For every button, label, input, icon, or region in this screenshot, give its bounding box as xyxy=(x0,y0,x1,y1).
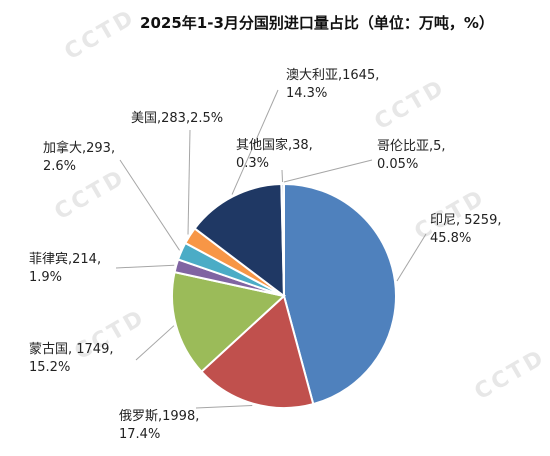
slice-label-8-line2: 0.05% xyxy=(377,157,418,172)
slice-label-2-line1: 蒙古国, 1749, xyxy=(29,342,113,357)
leader-line-2 xyxy=(135,325,175,361)
pie-slice-0 xyxy=(283,182,397,406)
slice-label-1-line2: 17.4% xyxy=(119,427,160,442)
slice-label-3-line2: 1.9% xyxy=(29,270,62,285)
slice-label-1-line1: 俄罗斯,1998, xyxy=(119,409,199,424)
slice-label-7-line2: 0.3% xyxy=(236,156,269,171)
slice-label-6-line1: 澳大利亚,1645, xyxy=(286,67,379,83)
watermark-text: CCTD xyxy=(61,5,141,65)
chart-title: 2025年1-3月分国别进口量占比（单位：万吨，%） xyxy=(140,14,494,32)
leader-line-7 xyxy=(281,169,284,183)
leader-line-5 xyxy=(187,129,191,235)
leader-line-3 xyxy=(115,264,175,269)
leader-lines xyxy=(115,89,427,409)
pie-slices xyxy=(171,182,397,409)
watermark-text: CCTD xyxy=(371,75,451,135)
slice-label-2-line2: 15.2% xyxy=(29,360,70,375)
leader-line-4 xyxy=(119,159,180,251)
slice-label-4-line2: 2.6% xyxy=(43,159,76,174)
pie-slice-2 xyxy=(171,270,287,374)
slice-label-0-line1: 印尼, 5259, xyxy=(430,213,501,228)
pie-slice-6 xyxy=(193,183,286,299)
slice-label-6-line2: 14.3% xyxy=(286,86,327,101)
leader-line-0 xyxy=(396,233,427,282)
slice-label-5-line1: 美国,283,2.5% xyxy=(131,111,223,126)
pie-slice-1 xyxy=(200,294,315,409)
watermark-text: CCTD xyxy=(471,345,550,405)
slice-label-8-line1: 哥伦比亚,5, xyxy=(377,139,446,154)
slice-label-7-line1: 其他国家,38, xyxy=(236,137,313,153)
slice-labels: 印尼, 5259, 45.8% 俄罗斯,1998, 17.4% 蒙古国, 1749, 15… xyxy=(29,67,501,442)
leader-line-6 xyxy=(231,89,279,195)
leader-line-1 xyxy=(195,404,253,409)
slice-label-4-line1: 加拿大,293, xyxy=(43,140,115,156)
slice-label-3-line1: 菲律宾,214, xyxy=(29,251,101,267)
leader-line-8 xyxy=(283,159,373,183)
slice-label-0-line2: 45.8% xyxy=(430,231,471,246)
